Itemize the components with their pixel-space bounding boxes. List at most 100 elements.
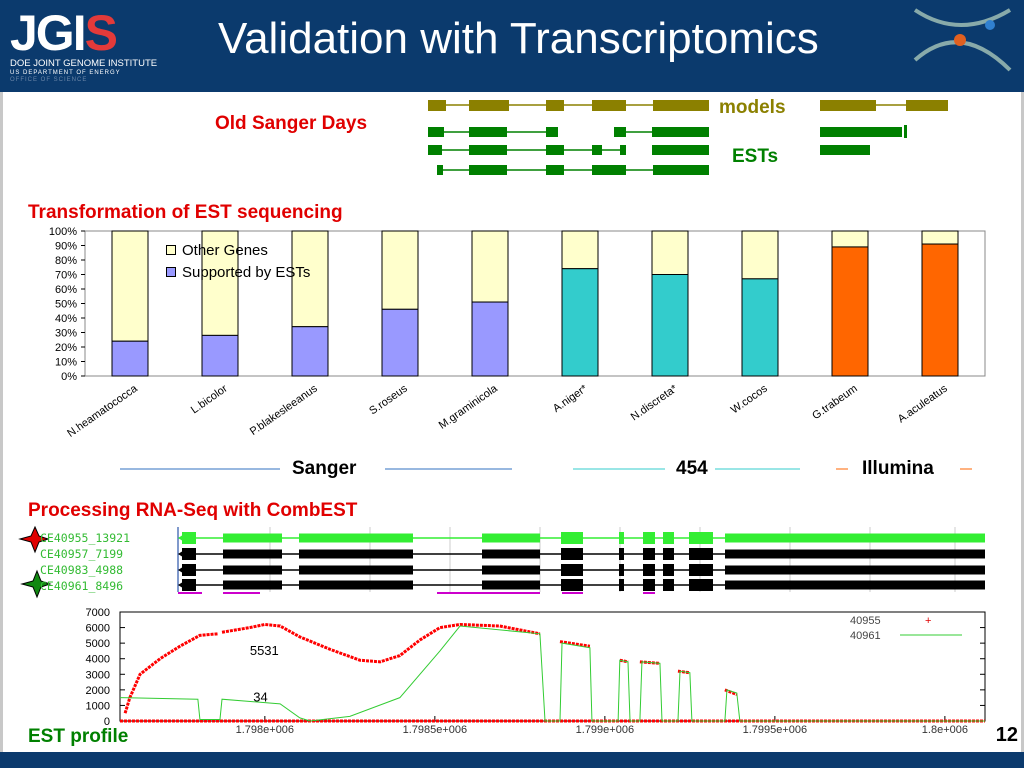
page-number: 12 bbox=[995, 724, 1018, 746]
sanger-heading: Old Sanger Days bbox=[215, 113, 368, 134]
annotation: 5531 bbox=[250, 643, 279, 658]
y-tick-label: 4000 bbox=[86, 654, 110, 666]
exon-block bbox=[482, 549, 540, 559]
bar-other-genes bbox=[381, 230, 419, 310]
bar-supported-by-ests bbox=[831, 246, 869, 377]
red-star-icon bbox=[18, 525, 50, 554]
exon-block bbox=[689, 564, 713, 576]
exon-block bbox=[663, 564, 674, 576]
combest-tracks bbox=[18, 525, 985, 599]
track-label[interactable]: CE40983_4988 bbox=[40, 563, 124, 577]
legend-label: Supported by ESTs bbox=[182, 264, 311, 281]
y-tick-label: 1000 bbox=[86, 700, 110, 712]
y-tick-label: 20% bbox=[55, 342, 77, 354]
exon-block bbox=[619, 579, 624, 591]
bar-supported-by-ests bbox=[741, 278, 779, 377]
y-tick-label: 7000 bbox=[86, 607, 110, 619]
platform-lines bbox=[120, 468, 972, 470]
logo-line2: US DEPARTMENT OF ENERGY bbox=[10, 70, 121, 76]
y-tick-label: 60% bbox=[55, 284, 77, 296]
logo-text: JGI bbox=[10, 5, 87, 61]
y-tick-label: 3000 bbox=[86, 669, 110, 681]
exon-block bbox=[619, 564, 624, 576]
exon-block bbox=[643, 532, 655, 544]
exon-block bbox=[725, 580, 985, 590]
logo-line1: DOE JOINT GENOME INSTITUTE bbox=[10, 58, 158, 69]
exon-block bbox=[619, 532, 624, 544]
gene-model-diagram bbox=[428, 100, 948, 175]
x-tick-label: 1.7985e+006 bbox=[403, 724, 468, 736]
y-tick-label: 90% bbox=[55, 241, 77, 253]
series-40955 bbox=[221, 622, 541, 664]
y-tick-label: 0% bbox=[61, 371, 77, 383]
bar-supported-by-ests bbox=[291, 326, 329, 377]
platform-illumina: Illumina bbox=[862, 458, 934, 479]
legend-label: 40955 bbox=[850, 615, 881, 627]
exon-block bbox=[182, 579, 196, 591]
track-labels: CE40955_13921 CE40957_7199 CE40983_4988 … bbox=[40, 530, 130, 594]
legend-supported: Supported by ESTs bbox=[166, 262, 310, 284]
models-label: models bbox=[719, 97, 786, 119]
bar-supported-by-ests bbox=[201, 334, 239, 377]
x-tick-label: 1.7995e+006 bbox=[743, 724, 808, 736]
bar-supported-by-ests bbox=[561, 268, 599, 377]
exon-block bbox=[182, 532, 196, 544]
legend-label: 40961 bbox=[850, 630, 881, 642]
footer-bar bbox=[0, 752, 1024, 768]
exon-block bbox=[223, 565, 282, 575]
y-tick-label: 5000 bbox=[86, 638, 110, 650]
track-label[interactable]: CE40955_13921 bbox=[40, 531, 131, 545]
y-tick-label: 30% bbox=[55, 328, 77, 340]
bar-other-genes bbox=[651, 230, 689, 275]
exon-block bbox=[663, 579, 674, 591]
exon-block bbox=[663, 548, 674, 560]
est-support-bar-chart: 0%10%20%30%40%50%60%70%80%90%100%N.heama… bbox=[49, 226, 986, 440]
bar-other-genes bbox=[741, 230, 779, 280]
legend-other-genes: Other Genes bbox=[166, 240, 310, 262]
y-tick-label: 80% bbox=[55, 255, 77, 267]
exon-block bbox=[725, 565, 985, 575]
bar-other-genes bbox=[561, 230, 599, 270]
exon-block bbox=[643, 564, 655, 576]
exon-block bbox=[643, 548, 655, 560]
y-tick-label: 2000 bbox=[86, 685, 110, 697]
series-40955 bbox=[559, 640, 591, 648]
track-label[interactable]: CE40957_7199 bbox=[40, 547, 124, 561]
exon-block bbox=[299, 580, 413, 590]
exon-block bbox=[482, 533, 540, 543]
exon-block bbox=[561, 579, 583, 591]
legend-marker: + bbox=[925, 615, 931, 627]
track-label[interactable]: CE40961_8496 bbox=[40, 579, 124, 593]
exon-block bbox=[689, 532, 713, 544]
exon-block bbox=[561, 532, 583, 544]
platform-454: 454 bbox=[676, 458, 708, 479]
exon-block bbox=[663, 532, 674, 544]
exon-block bbox=[223, 533, 282, 543]
ests-label: ESTs bbox=[732, 146, 779, 167]
combest-heading: Processing RNA-Seq with CombEST bbox=[28, 500, 358, 521]
y-tick-label: 40% bbox=[55, 313, 77, 325]
exon-block bbox=[482, 565, 540, 575]
exon-block bbox=[223, 549, 282, 559]
logo-line3: OFFICE OF SCIENCE bbox=[10, 77, 88, 83]
bar-supported-by-ests bbox=[471, 301, 509, 377]
exon-block bbox=[619, 548, 624, 560]
right-border bbox=[1021, 92, 1024, 752]
est-profile-label: EST profile bbox=[28, 726, 129, 747]
exon-block bbox=[299, 565, 413, 575]
bar-supported-by-ests bbox=[381, 308, 419, 377]
est-profile-chart: 0 1000 2000 3000 4000 5000 6000 7000 1.798e+006 1… bbox=[86, 607, 986, 736]
header-bar: JGIS DOE JOINT GENOME INSTITUTE US DEPAR… bbox=[0, 0, 1024, 92]
dna-icon bbox=[913, 8, 1012, 72]
transformation-heading: Transformation of EST sequencing bbox=[28, 202, 343, 223]
y-tick-label: 6000 bbox=[86, 623, 110, 635]
slide-title: Validation with Transcriptomics bbox=[218, 14, 819, 63]
bar-supported-by-ests bbox=[111, 340, 149, 377]
x-tick-label: 1.8e+006 bbox=[922, 724, 968, 736]
y-tick-label: 70% bbox=[55, 270, 77, 282]
exon-block bbox=[482, 580, 540, 590]
bar-other-genes bbox=[471, 230, 509, 303]
bar-other-genes bbox=[291, 230, 329, 328]
annotation: 34 bbox=[253, 690, 267, 705]
exon-block bbox=[725, 533, 985, 543]
